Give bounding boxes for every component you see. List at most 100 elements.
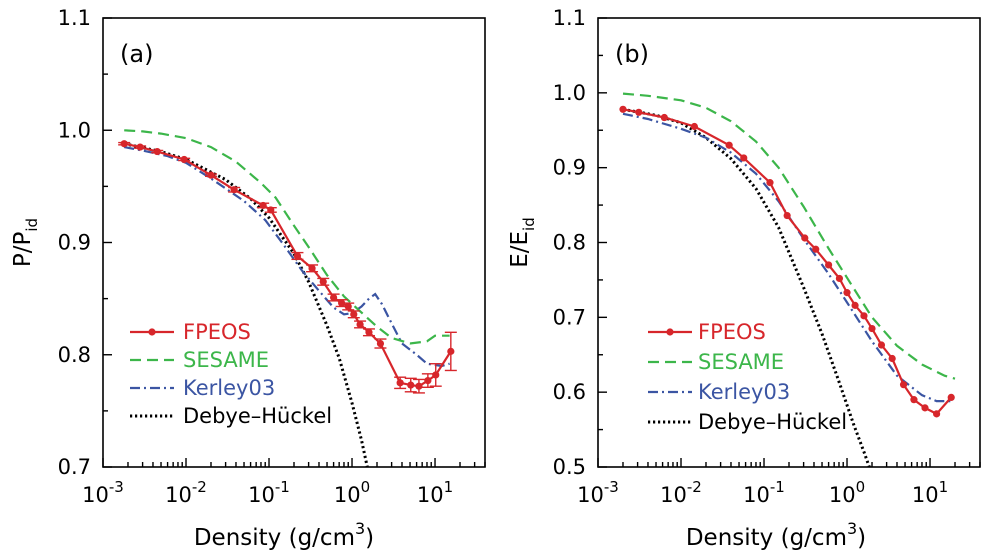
axes-frame — [597, 17, 981, 468]
x-tick-base: 10 — [912, 483, 939, 507]
legend-label: Kerley03 — [183, 376, 275, 400]
x-tick-exponent: -2 — [687, 478, 702, 496]
data-point — [365, 328, 373, 336]
x-tick-base: 10 — [82, 483, 109, 507]
x-tick-exponent: 0 — [856, 478, 866, 496]
data-point — [899, 381, 908, 389]
x-axis-title-text: Density (g/cm — [194, 525, 355, 551]
data-point — [766, 179, 774, 187]
y-axis-title-sub: id — [23, 218, 41, 232]
x-axis-title-text: Density (g/cm — [686, 525, 847, 551]
y-tick-label: 1.0 — [553, 81, 586, 105]
data-point — [835, 274, 844, 283]
x-axis-title-close: ) — [857, 525, 866, 551]
data-point — [308, 264, 316, 272]
data-point — [230, 186, 238, 194]
legend-marker — [148, 328, 156, 336]
x-tick-base: 10 — [165, 483, 192, 507]
plot-area — [118, 129, 457, 467]
data-point — [293, 252, 302, 260]
series-sesame — [124, 129, 450, 345]
data-point — [812, 245, 820, 253]
y-axis-title: E/Eid — [507, 217, 538, 268]
data-point — [860, 312, 868, 320]
legend-entry: FPEOS — [648, 320, 766, 344]
data-point — [910, 396, 918, 404]
x-tick-base: 10 — [248, 483, 275, 507]
data-point — [825, 261, 833, 269]
data-point — [801, 234, 809, 242]
x-tick-label: 10-1 — [248, 478, 290, 507]
x-axis-title-sup: 3 — [355, 519, 365, 538]
series-line — [622, 108, 953, 416]
legend-label: Kerley03 — [698, 380, 790, 404]
x-tick-exponent: -2 — [192, 478, 207, 496]
series-kerley03 — [124, 146, 450, 368]
data-point — [635, 108, 643, 116]
x-tick-base: 10 — [334, 483, 361, 507]
legend-label: Debye–Hückel — [183, 404, 332, 428]
data-point — [136, 143, 144, 151]
data-point — [690, 122, 699, 131]
y-tick-label: 0.6 — [553, 380, 586, 404]
panel-label: (b) — [615, 40, 649, 68]
series-line — [622, 92, 956, 380]
data-point — [740, 154, 748, 162]
x-axis-title-sup: 3 — [847, 519, 857, 538]
y-tick-label: 1.1 — [58, 6, 91, 30]
x-tick-exponent: -1 — [275, 478, 290, 496]
y-tick-label: 0.9 — [553, 156, 586, 180]
x-tick-base: 10 — [417, 483, 444, 507]
data-point — [396, 379, 404, 387]
y-axis-title-sub: id — [520, 217, 538, 231]
legend-label: FPEOS — [183, 320, 251, 344]
data-point — [330, 293, 338, 302]
series-line — [124, 129, 450, 345]
legend-entry: Debye–Hückel — [648, 410, 847, 434]
x-tick-label: 101 — [912, 478, 948, 507]
axes-frame — [102, 17, 486, 468]
data-point — [447, 347, 455, 355]
data-point — [407, 381, 415, 389]
series-debye-h-ckel — [622, 107, 871, 467]
data-point — [415, 382, 423, 390]
legend-label: SESAME — [698, 350, 784, 374]
data-point — [947, 393, 955, 402]
y-tick-label: 1.1 — [553, 6, 586, 30]
data-point — [207, 171, 215, 179]
x-tick-exponent: 0 — [361, 478, 371, 496]
y-tick-label: 1.0 — [58, 118, 91, 142]
data-point — [338, 299, 346, 307]
x-tick-label: 10-2 — [165, 478, 207, 507]
x-tick-label: 10-3 — [82, 478, 124, 507]
legend-entry: SESAME — [648, 350, 784, 374]
x-tick-base: 10 — [829, 483, 856, 507]
panel-b: 10-3 10-2 10-1 100 1010.50.60.70.80.91.01.1D… — [507, 6, 981, 551]
y-tick-label: 0.7 — [58, 455, 91, 479]
data-point — [868, 324, 876, 333]
y-tick-label: 0.8 — [58, 343, 91, 367]
data-point — [660, 113, 668, 122]
data-point — [120, 140, 128, 148]
data-point — [932, 410, 941, 418]
data-point — [432, 371, 440, 379]
x-tick-label: 100 — [829, 478, 865, 507]
y-tick-label: 0.5 — [553, 455, 586, 479]
data-point — [376, 339, 385, 348]
data-point — [851, 301, 859, 309]
data-point — [619, 105, 627, 113]
x-tick-label: 10-1 — [743, 478, 785, 507]
data-point — [350, 310, 358, 318]
x-tick-label: 10-2 — [660, 478, 702, 507]
data-point — [319, 278, 327, 286]
legend-label: Debye–Hückel — [698, 410, 847, 434]
data-point — [267, 206, 275, 214]
x-axis-title: Density (g/cm3) — [686, 519, 866, 551]
x-tick-base: 10 — [660, 483, 687, 507]
y-axis-title: P/Pid — [10, 218, 41, 267]
y-axis-title-text: E/E — [507, 231, 533, 268]
x-tick-label: 10-3 — [577, 478, 619, 507]
x-tick-base: 10 — [577, 483, 604, 507]
data-point — [888, 354, 896, 363]
